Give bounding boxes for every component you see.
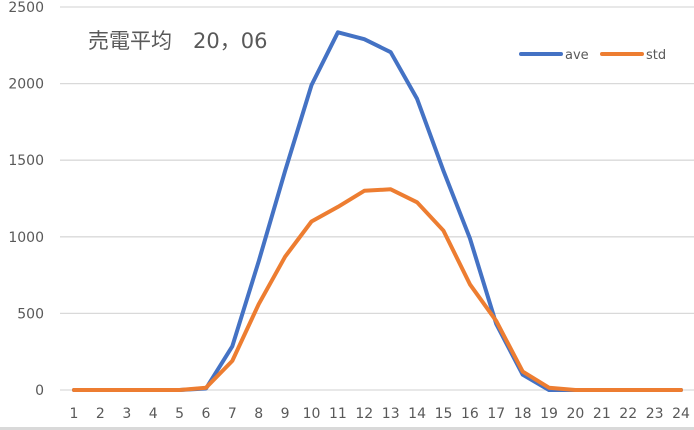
x-tick-label: 1 — [70, 406, 79, 422]
x-tick-label: 2 — [96, 406, 105, 422]
legend-label-ave: ave — [565, 48, 589, 63]
x-tick-label: 7 — [228, 406, 237, 422]
x-tick-label: 22 — [619, 406, 637, 422]
chart-title: 売電平均 20，06 — [88, 29, 267, 53]
x-tick-label: 6 — [201, 406, 210, 422]
x-tick-label: 10 — [303, 406, 321, 422]
x-tick-label: 4 — [149, 406, 158, 422]
x-tick-label: 13 — [382, 406, 400, 422]
y-tick-label: 2000 — [8, 77, 44, 93]
x-tick-label: 12 — [355, 406, 373, 422]
x-tick-label: 16 — [461, 406, 479, 422]
x-tick-label: 14 — [408, 406, 426, 422]
x-axis-ticks: 1 2 3 4 5 6 7 8 9 10 11 12 13 14 15 16 17 18 19 20 21 22 23 24 — [70, 406, 690, 422]
x-tick-label: 23 — [646, 406, 664, 422]
x-tick-label: 5 — [175, 406, 184, 422]
legend: ave std — [519, 48, 666, 63]
x-tick-label: 18 — [514, 406, 532, 422]
spreadsheet-row-strip — [0, 427, 694, 430]
y-tick-label: 500 — [17, 306, 44, 322]
series-line-std — [72, 187, 683, 392]
y-tick-label: 0 — [35, 383, 44, 399]
x-tick-label: 11 — [329, 406, 347, 422]
gridlines — [60, 6, 694, 391]
x-tick-label: 9 — [281, 406, 290, 422]
x-tick-label: 8 — [254, 406, 263, 422]
x-tick-label: 21 — [593, 406, 611, 422]
y-tick-label: 2500 — [8, 0, 44, 16]
y-tick-label: 1500 — [8, 153, 44, 169]
y-tick-label: 1000 — [8, 230, 44, 246]
x-tick-label: 20 — [567, 406, 585, 422]
series-lines — [72, 30, 683, 392]
series-line-ave — [72, 30, 683, 392]
x-tick-label: 24 — [672, 406, 690, 422]
x-tick-label: 3 — [122, 406, 131, 422]
x-tick-label: 17 — [487, 406, 505, 422]
x-tick-label: 19 — [540, 406, 558, 422]
y-axis-ticks: 0 500 1000 1500 2000 2500 — [8, 0, 44, 399]
x-tick-label: 15 — [435, 406, 453, 422]
legend-label-std: std — [646, 48, 666, 63]
